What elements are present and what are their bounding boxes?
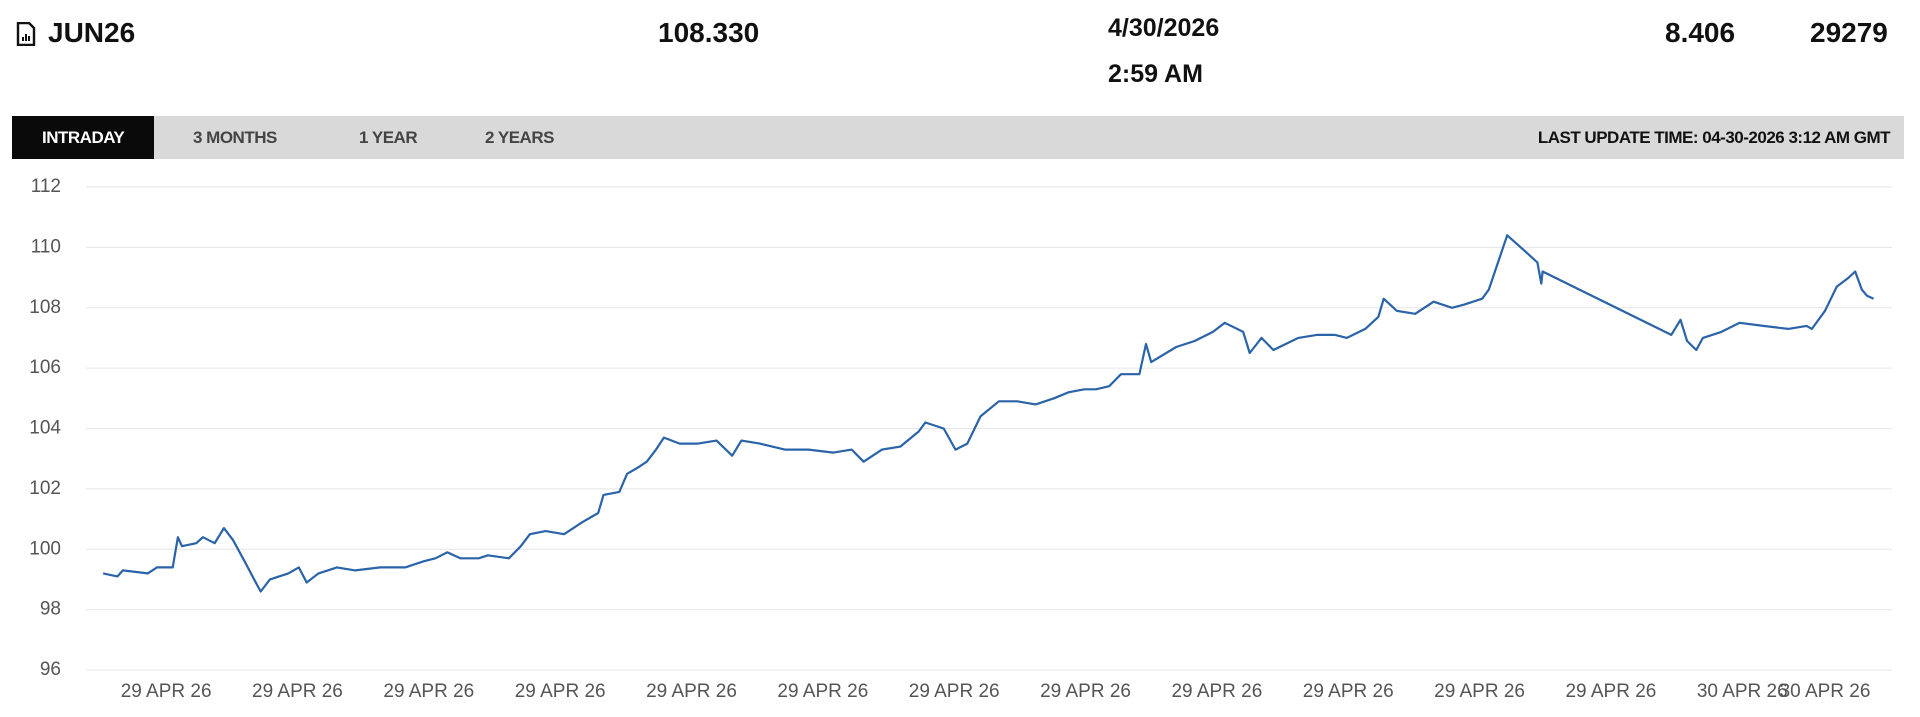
x-tick-label: 29 APR 26 [777,681,868,702]
x-tick-label: 30 APR 26 [1780,681,1871,702]
tab[interactable]: INTRADAY [12,116,155,159]
x-tick-label: 30 APR 26 [1697,681,1788,702]
tab-bar: INTRADAY 3 MONTHS 1 YEAR 2 YEARS LAST UP… [12,116,1904,159]
y-tick-label: 100 [29,538,61,559]
last-price: 108.330 [658,17,760,48]
x-tick-label: 29 APR 26 [383,681,474,702]
x-tick-label: 29 APR 26 [252,681,343,702]
x-tick-label: 29 APR 26 [646,681,737,702]
tab[interactable]: 1 YEAR [359,128,418,147]
y-tick-label: 102 [29,478,61,499]
quote-time: 2:59 AM [1108,60,1203,88]
y-tick-label: 108 [29,297,61,318]
y-tick-label: 96 [40,659,61,680]
tab[interactable]: 2 YEARS [485,128,554,147]
x-tick-label: 29 APR 26 [1303,681,1394,702]
tab[interactable]: 3 MONTHS [193,128,277,147]
x-tick-label: 29 APR 26 [515,681,606,702]
symbol-icon [16,22,36,46]
y-tick-label: 110 [31,236,61,257]
symbol: JUN26 [48,17,136,48]
x-tick-label: 29 APR 26 [1434,681,1525,702]
y-tick-label: 112 [31,176,61,197]
quote-date: 4/30/2026 [1108,14,1220,42]
x-tick-label: 29 APR 26 [909,681,1000,702]
y-tick-label: 98 [40,599,61,620]
volume: 29279 [1810,17,1888,48]
y-tick-label: 106 [29,357,61,378]
x-tick-label: 29 APR 26 [1040,681,1131,702]
last-update: LAST UPDATE TIME: 04-30-2026 3:12 AM GMT [1537,128,1891,147]
y-tick-label: 104 [29,418,61,439]
x-tick-label: 29 APR 26 [1171,681,1262,702]
price-line [102,234,1875,593]
change: 8.406 [1665,17,1736,48]
x-tick-label: 29 APR 26 [1565,681,1656,702]
x-tick-label: 29 APR 26 [121,681,212,702]
